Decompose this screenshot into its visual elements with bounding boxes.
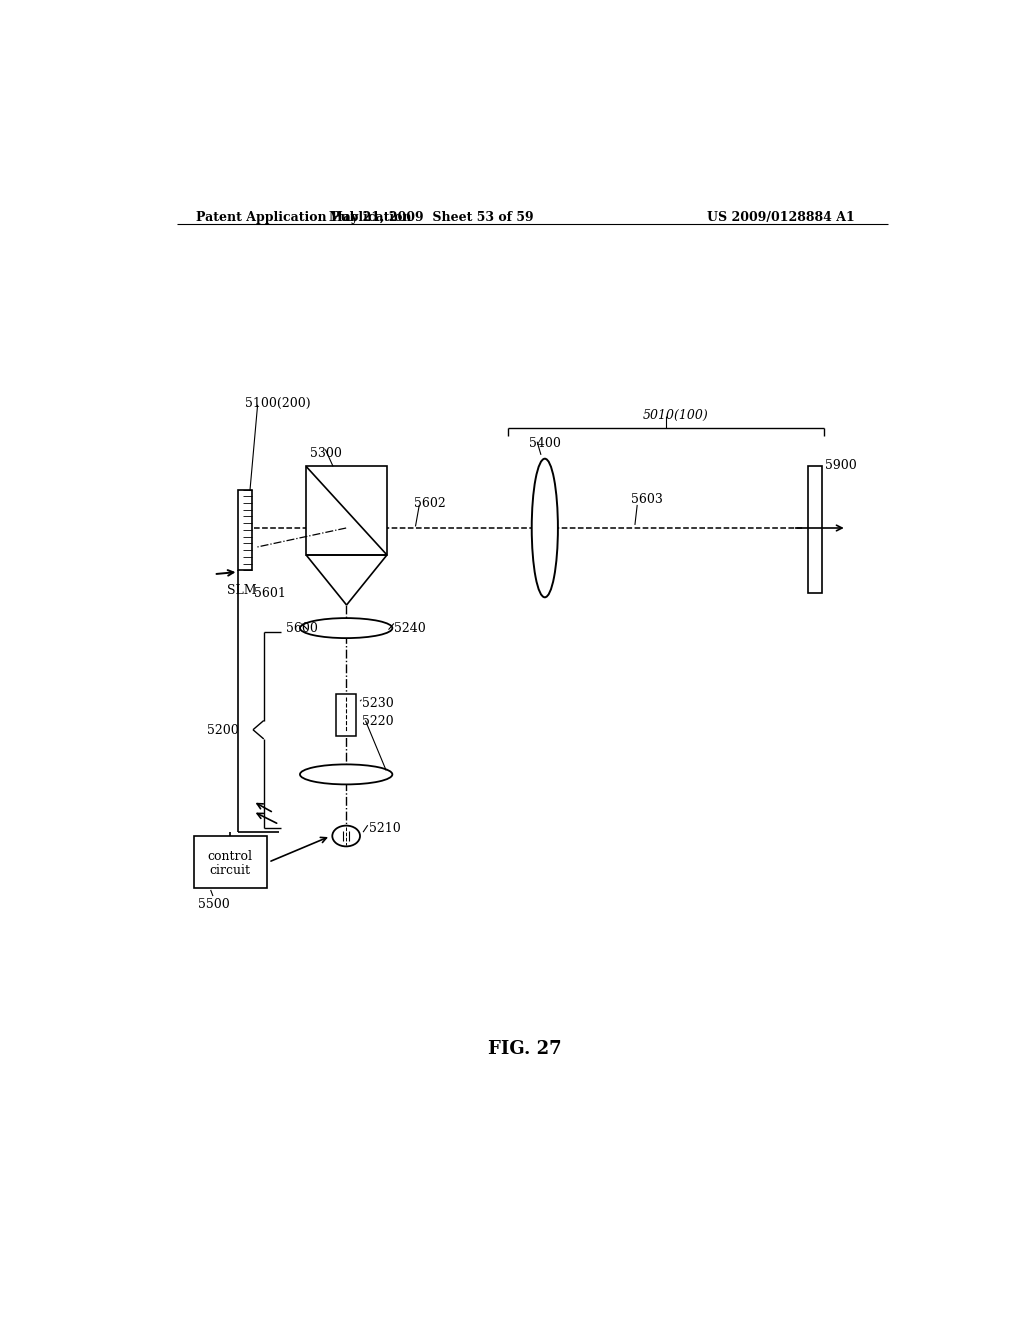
- Text: US 2009/0128884 A1: US 2009/0128884 A1: [707, 211, 854, 224]
- Bar: [306, 466, 387, 554]
- Text: 5400: 5400: [529, 437, 561, 450]
- Text: 5601: 5601: [254, 587, 286, 601]
- Ellipse shape: [300, 618, 392, 638]
- Bar: [194, 836, 267, 888]
- Text: 5220: 5220: [362, 715, 394, 729]
- Bar: [336, 693, 356, 737]
- Text: 5200: 5200: [207, 723, 239, 737]
- Text: 5210: 5210: [370, 822, 401, 836]
- Ellipse shape: [300, 764, 392, 784]
- Text: control: control: [208, 850, 252, 863]
- Text: May 21, 2009  Sheet 53 of 59: May 21, 2009 Sheet 53 of 59: [329, 211, 534, 224]
- Text: 5602: 5602: [414, 498, 445, 511]
- Text: 5230: 5230: [362, 697, 394, 710]
- Text: 5900: 5900: [825, 459, 857, 471]
- Ellipse shape: [531, 459, 558, 597]
- Bar: [808, 466, 822, 594]
- Bar: [239, 490, 252, 570]
- Text: 5240: 5240: [394, 622, 426, 635]
- Text: 5600: 5600: [286, 622, 318, 635]
- Text: SLM: SLM: [226, 585, 256, 597]
- Text: circuit: circuit: [209, 863, 251, 876]
- Text: 5500: 5500: [198, 898, 229, 911]
- Text: 5010(100): 5010(100): [643, 409, 709, 421]
- Text: 5100(200): 5100(200): [245, 397, 310, 411]
- Text: FIG. 27: FIG. 27: [488, 1040, 561, 1059]
- Text: Patent Application Publication: Patent Application Publication: [196, 211, 412, 224]
- Text: 5603: 5603: [631, 494, 663, 507]
- Text: 5300: 5300: [310, 447, 342, 461]
- Ellipse shape: [333, 825, 360, 846]
